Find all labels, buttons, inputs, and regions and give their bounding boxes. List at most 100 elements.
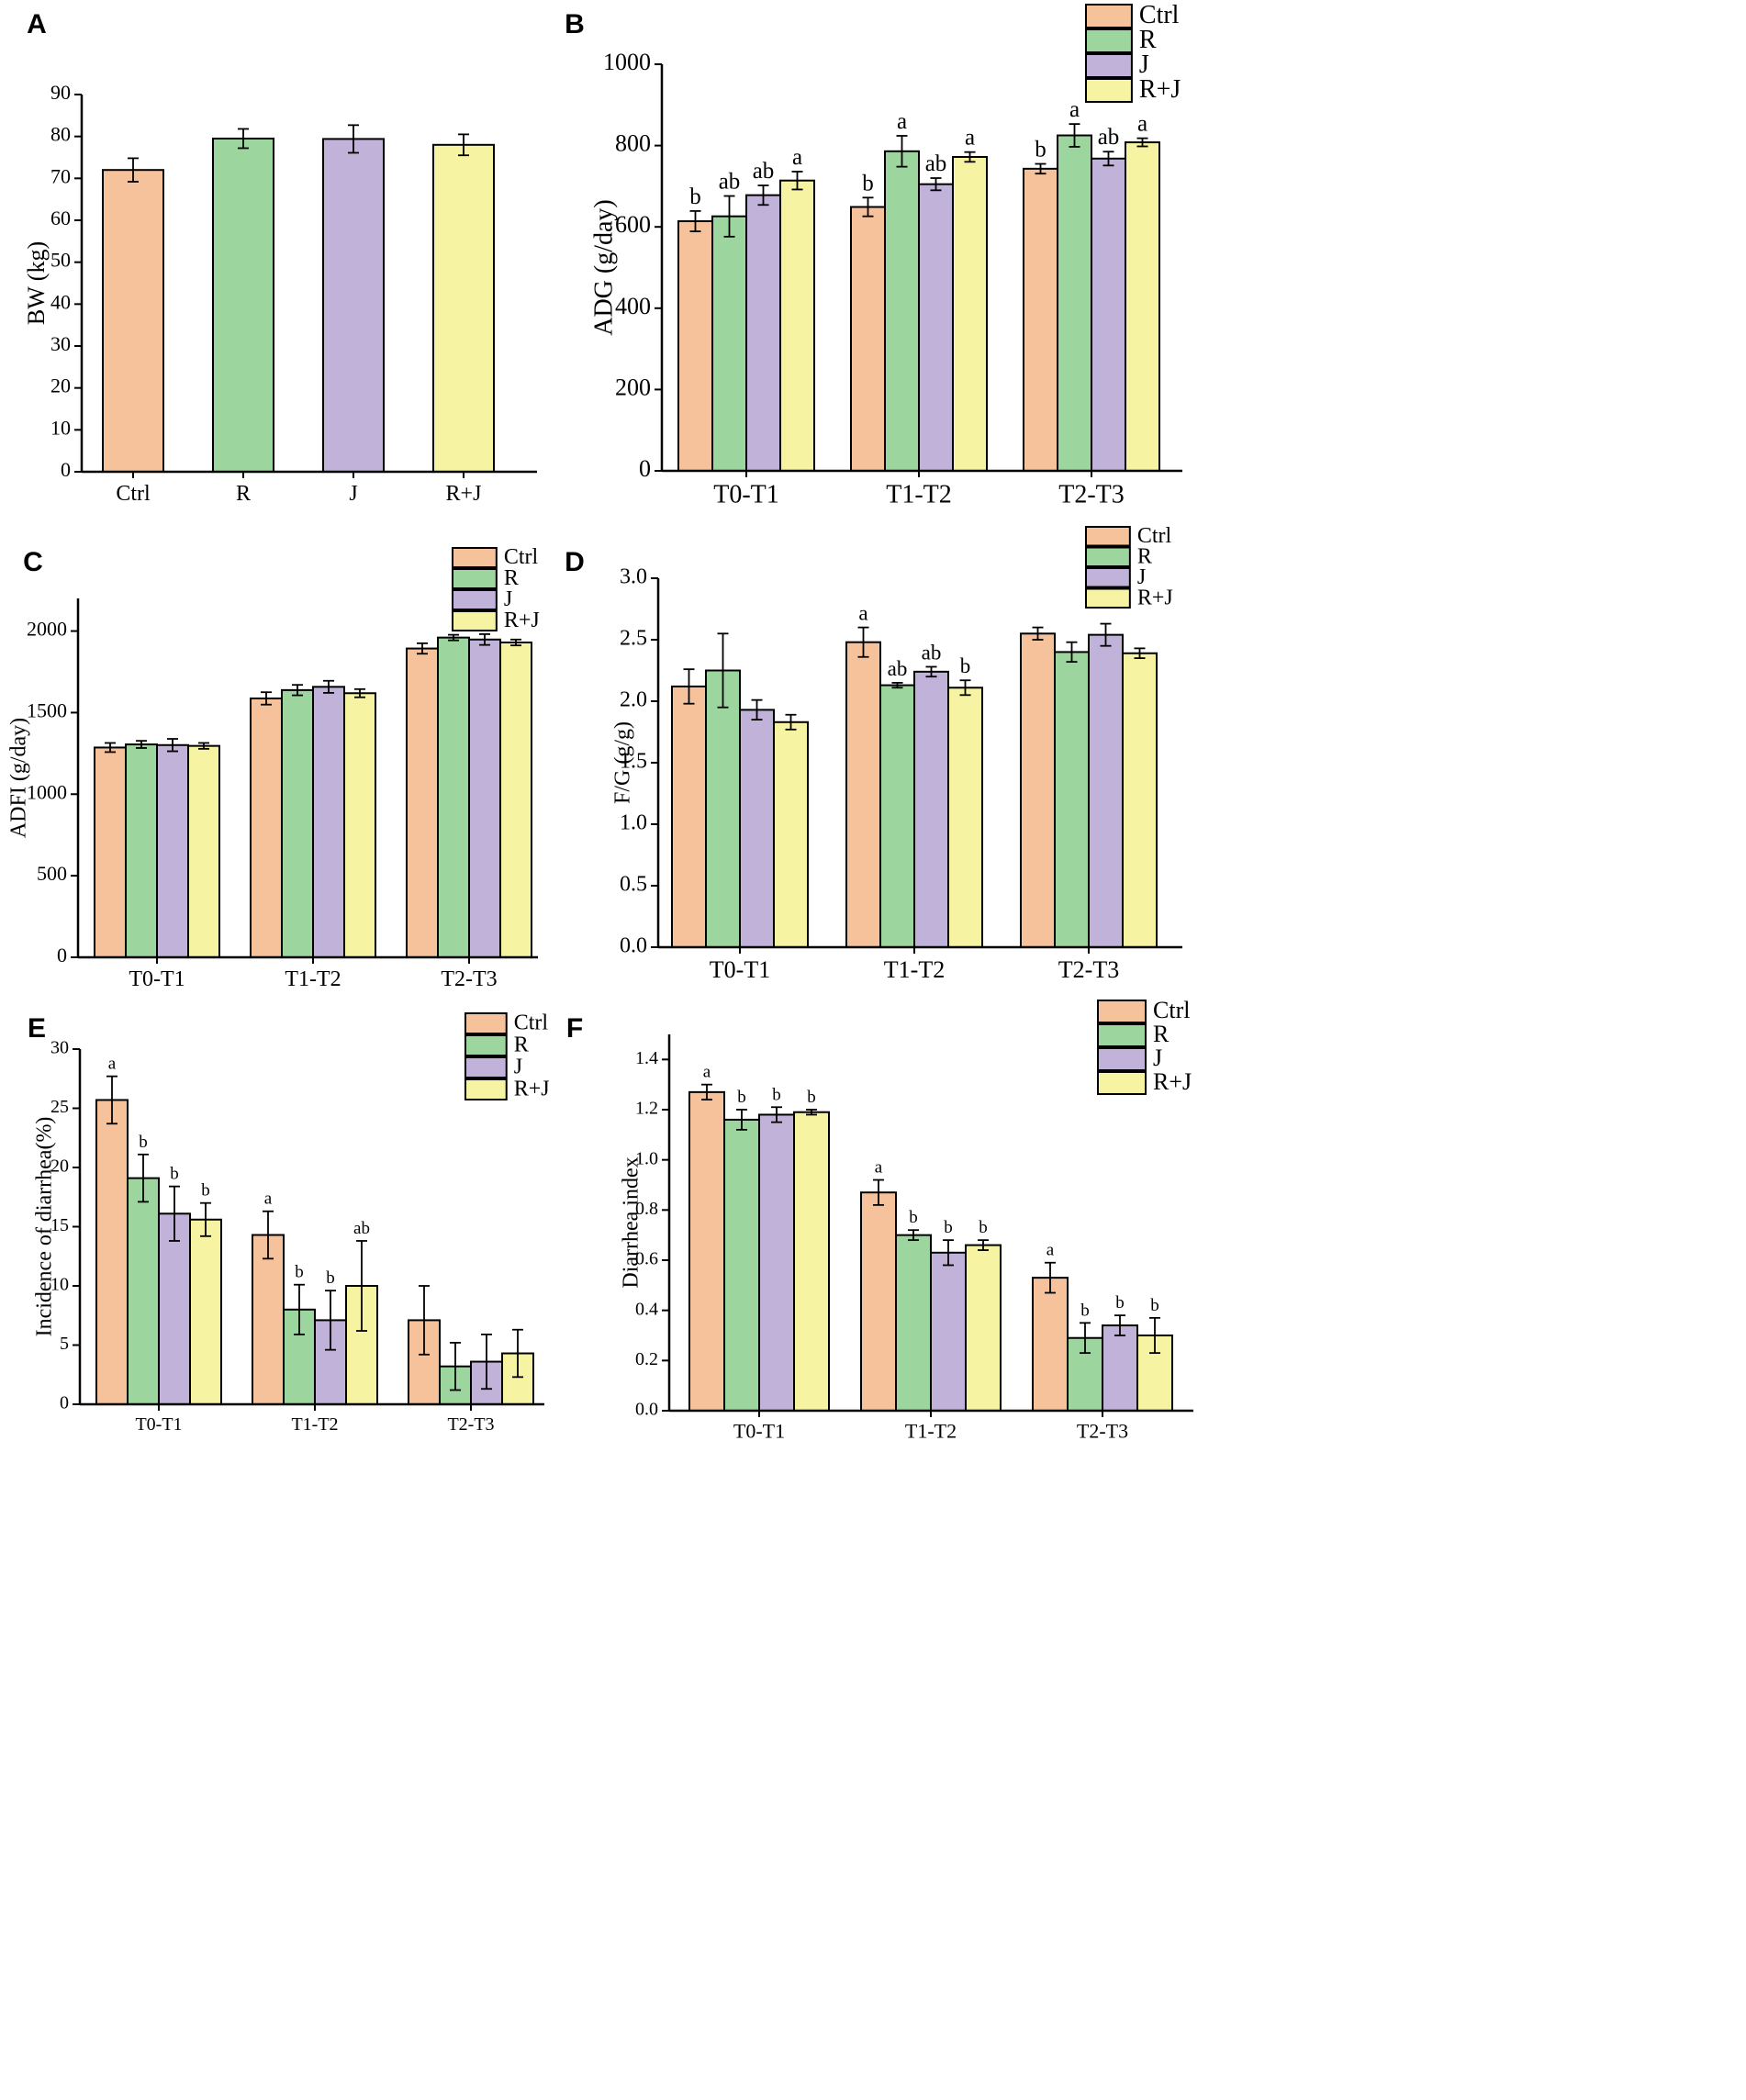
legend-label: J	[504, 587, 512, 611]
y-tick-label: 50	[50, 249, 71, 272]
panel-letter: C	[23, 547, 43, 577]
y-tick-label: 30	[50, 332, 71, 355]
y-tick-label: 400	[615, 293, 651, 319]
legend-swatch	[1085, 587, 1131, 609]
legend-swatch	[464, 1078, 508, 1100]
bar	[793, 1111, 830, 1412]
y-tick-label: 20	[50, 374, 71, 397]
y-tick-label: 70	[50, 164, 71, 187]
x-tick-label: T1-T2	[291, 1414, 338, 1435]
x-tick-label: J	[349, 482, 357, 506]
legend-swatch	[1085, 546, 1131, 567]
significance-label: b	[1150, 1296, 1159, 1315]
significance-label: b	[772, 1085, 781, 1104]
bar	[850, 206, 886, 472]
x-tick-label: T1-T2	[285, 967, 341, 991]
bar	[845, 641, 881, 948]
bar	[884, 150, 920, 472]
bar	[860, 1191, 897, 1412]
legend-swatch	[464, 1056, 508, 1078]
bar	[156, 743, 189, 958]
y-tick-label: 800	[615, 130, 651, 157]
bar	[212, 137, 274, 473]
legend-label: Ctrl	[514, 1011, 549, 1035]
legend-label: Ctrl	[504, 545, 539, 569]
y-tick-label: 10	[50, 1275, 69, 1295]
y-tick-label: 2.0	[620, 688, 647, 712]
significance-label: b	[201, 1181, 210, 1201]
bar	[952, 156, 988, 472]
legend-swatch	[464, 1012, 508, 1034]
bar	[125, 743, 158, 959]
significance-label: a	[108, 1055, 117, 1074]
significance-label: a	[703, 1063, 711, 1082]
y-tick-label: 500	[37, 862, 67, 885]
bar	[499, 641, 532, 959]
bar	[913, 670, 949, 949]
legend-label: R	[514, 1033, 529, 1057]
bar	[671, 685, 707, 948]
x-tick-label: T2-T3	[441, 967, 497, 991]
y-axis-label: ADG (g/day)	[589, 199, 618, 336]
significance-label: a	[897, 109, 907, 134]
legend-label: R	[1153, 1021, 1170, 1047]
significance-label: b	[737, 1088, 746, 1107]
significance-label: ab	[753, 159, 775, 184]
significance-label: b	[960, 654, 971, 677]
bar	[745, 194, 781, 472]
y-tick-label: 90	[50, 81, 71, 104]
bar	[102, 169, 164, 473]
legend-label: R	[1137, 544, 1152, 568]
bar	[94, 746, 127, 959]
y-tick-label: 25	[50, 1097, 69, 1117]
significance-label: b	[295, 1263, 304, 1282]
panel-a: A Ctrl R J R+J 0 10 20 30 40 50 60 70 80 90 BW (kg)	[23, 9, 537, 506]
y-tick-label: 60	[50, 207, 71, 229]
y-axis-label: F/G (g/g)	[611, 721, 635, 804]
significance-label: b	[1115, 1293, 1125, 1312]
legend-label: Ctrl	[1139, 1, 1180, 29]
bar	[281, 688, 314, 959]
x-tick-label: T1-T2	[905, 1420, 957, 1443]
significance-label: ab	[922, 641, 942, 664]
bar	[930, 1251, 967, 1413]
bar	[437, 636, 470, 958]
x-tick-label: T1-T2	[886, 480, 952, 508]
significance-label: a	[1137, 112, 1147, 137]
significance-label: ab	[353, 1219, 370, 1238]
y-tick-label: 600	[615, 211, 651, 238]
y-tick-label: 30	[50, 1038, 69, 1058]
y-tick-label: 1.0	[635, 1148, 658, 1168]
y-tick-label: 40	[50, 290, 71, 313]
panel-c: C T0-T1 T1-T2 T2-T3 0 500 1000 1500 2000 ADFI (g/…	[7, 545, 540, 991]
bar	[895, 1234, 932, 1412]
x-tick-label: R	[236, 482, 251, 506]
bar	[322, 138, 385, 473]
legend-swatch	[464, 1034, 508, 1056]
bar	[189, 1218, 222, 1406]
significance-label: b	[944, 1218, 953, 1237]
legend-swatch	[1097, 1047, 1147, 1071]
legend-swatch	[452, 568, 498, 589]
legend-label: R+J	[1137, 586, 1173, 609]
significance-label: a	[1046, 1241, 1055, 1260]
significance-label: a	[264, 1190, 273, 1209]
x-tick-label: T2-T3	[1058, 480, 1125, 508]
bar	[406, 647, 439, 958]
y-tick-label: 5	[60, 1334, 69, 1354]
y-tick-label: 1.4	[635, 1048, 658, 1068]
legend-label: R+J	[1139, 75, 1181, 104]
bar	[1091, 157, 1126, 472]
bar	[343, 692, 376, 958]
bar	[312, 686, 345, 958]
bar	[432, 143, 495, 474]
bar	[95, 1099, 129, 1405]
panel-f: Fa b b b T0-T1 a b b b T1-T2 a b b b T2-T3 0.0 0.2 0.4 0.6…	[566, 997, 1193, 1443]
panel-letter: A	[27, 9, 47, 39]
bar	[1125, 141, 1160, 472]
bar	[965, 1244, 1002, 1412]
y-tick-label: 200	[615, 374, 651, 400]
bar	[252, 1234, 285, 1406]
